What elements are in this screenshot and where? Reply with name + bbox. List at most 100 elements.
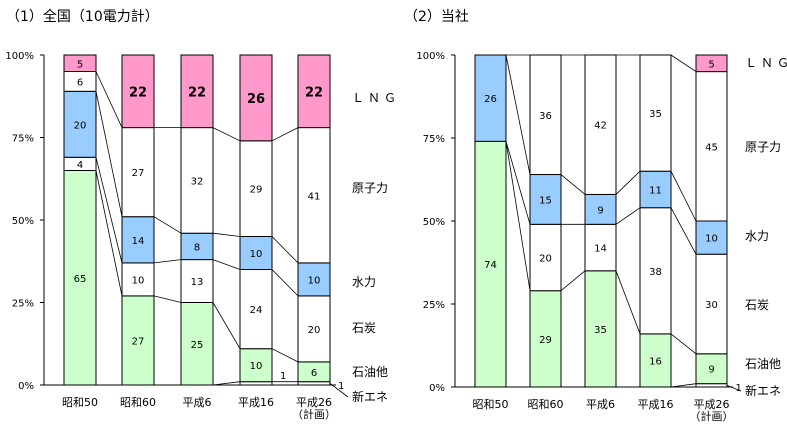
chart1-data-label: 22: [188, 85, 206, 100]
chart2-data-label: 15: [539, 195, 552, 206]
chart2-bar-石炭-1: [529, 223, 562, 292]
chart2-connector-line: [670, 171, 697, 222]
chart1-data-label: 6: [311, 368, 317, 379]
chart2-data-label: 74: [484, 260, 497, 271]
chart1-data-label: 4: [77, 160, 83, 171]
chart1-legend-石油他: 石油他: [352, 365, 388, 379]
chart2-connector-line: [505, 141, 531, 225]
chart2-connector-line: [670, 54, 697, 72]
chart1-legend-水力: 水力: [352, 275, 376, 289]
chart2-data-label: 29: [539, 335, 552, 346]
chart2-svg: 0%25%50%75%100%7426292015363514942163811…: [416, 51, 787, 423]
chart1-title: （1）全国（10電力計）: [6, 9, 159, 25]
chart1-data-label: 20: [74, 120, 87, 131]
chart1-data-label: 10: [250, 249, 263, 260]
chart1-connector-line: [153, 295, 182, 303]
chart2-data-label-small: 1: [736, 383, 742, 394]
chart1-y-tick-label: 50%: [12, 216, 34, 227]
chart2-connector-line: [670, 383, 697, 388]
chart1-connector-line: [212, 259, 241, 270]
chart1-data-label: 10: [308, 275, 321, 286]
chart2-data-label: 35: [594, 325, 607, 336]
chart1-category-label: 昭和50: [62, 396, 98, 409]
chart2-bar-原子力-3: [639, 54, 672, 172]
chart2-data-label: 30: [705, 300, 718, 311]
chart1-category-label: 平成16: [238, 396, 274, 409]
chart1-data-label-small: 1: [338, 381, 344, 392]
chart1-bar-原子力-1: [121, 127, 155, 218]
chart1-data-label: 5: [77, 59, 83, 70]
chart2-y-tick-label: 50%: [423, 217, 445, 228]
chart2-category-label: 昭和60: [528, 398, 564, 411]
chart1-connector-line: [153, 216, 182, 234]
chart1-data-label: 65: [74, 274, 87, 285]
chart2-legend-石油他: 石油他: [745, 357, 781, 371]
chart1-data-label: 26: [247, 92, 265, 107]
chart2-y-tick-label: 75%: [423, 134, 445, 145]
chart1-data-label: 41: [308, 191, 321, 202]
chart2-y-tick-label: 100%: [416, 51, 445, 62]
chart1-connector-line: [95, 71, 123, 128]
chart2-connector-line: [670, 207, 697, 255]
chart2-data-label: 26: [484, 94, 497, 105]
chart1-data-label: 8: [194, 242, 200, 253]
chart1-bar-水力-0: [63, 90, 97, 158]
chart1-new-energy-leader: [329, 383, 349, 398]
chart2-bar-水力-0: [474, 54, 507, 142]
chart1-bar-原子力-4: [297, 127, 331, 264]
chart2-connector-line: [615, 170, 641, 195]
chart2-category-label: 平成26: [694, 398, 730, 411]
chart2-connector-line: [560, 270, 586, 292]
chart2-data-label: 10: [705, 234, 718, 245]
chart1-data-label: 10: [250, 361, 263, 372]
chart2-connector-line: [615, 207, 641, 225]
chart1-bar-石炭-1: [121, 262, 155, 297]
chart1-legend-原子力: 原子力: [352, 181, 388, 195]
chart1-data-label: 29: [250, 185, 263, 196]
chart2-y-tick-label: 0%: [429, 383, 445, 394]
chart1-data-label: 14: [132, 236, 145, 247]
chart1-bar-石油他-3: [239, 348, 273, 383]
chart1-data-label: 25: [191, 340, 204, 351]
chart1-bar-石油他-0: [63, 170, 97, 386]
chart1-bar-石炭-4: [297, 295, 331, 363]
chart2-legend-石炭: 石炭: [745, 298, 769, 312]
chart2-data-label: 16: [649, 356, 662, 367]
chart1-connector-line: [212, 232, 241, 237]
chart1-connector-line: [95, 170, 123, 296]
chart2-bar-石炭-4: [695, 253, 728, 355]
chart1-data-label: 13: [191, 277, 204, 288]
chart1-bar-LNG-4: [297, 54, 331, 129]
chart1-connector-line: [212, 127, 241, 142]
chart2-data-label: 38: [649, 267, 662, 278]
chart1-y-tick-label: 100%: [5, 51, 34, 62]
chart1-category-label: 平成26: [296, 396, 332, 409]
chart1-data-label: 27: [132, 336, 145, 347]
chart1-y-tick-label: 75%: [12, 134, 34, 145]
chart1-bar-石炭-2: [180, 259, 214, 304]
chart2-data-label: 20: [539, 254, 552, 265]
chart2-data-label: 14: [594, 244, 607, 255]
chart2-data-label: 36: [539, 111, 552, 122]
chart2-connector-line: [505, 54, 531, 175]
chart2-legend-水力: 水力: [745, 229, 769, 243]
chart1-y-tick-label: 0%: [18, 381, 34, 392]
chart1-bar-LNG-0: [63, 54, 97, 72]
chart2-connector-line: [615, 270, 641, 335]
chart2-connector-line: [670, 333, 697, 355]
chart2-connector-line: [560, 174, 586, 195]
chart1-bar-原子力-3: [239, 140, 273, 237]
chart1-connector-line: [95, 91, 123, 217]
chart1-bar-石油他-1: [121, 295, 155, 386]
chart1-connector-line: [212, 381, 241, 386]
chart1-legend-石炭: 石炭: [352, 321, 376, 335]
chart1-connector-line: [271, 127, 299, 142]
chart2-bar-水力-2: [584, 193, 617, 225]
chart2-legend-LNG: ＬＮＧ: [745, 56, 787, 70]
chart1-connector-line: [153, 259, 182, 264]
chart1-data-label: 6: [77, 77, 83, 88]
chart1-svg: 0%25%50%75%100%6542065271014272225138322…: [5, 51, 396, 421]
chart2-category-label: 平成16: [638, 398, 674, 411]
chart2-bar-原子力-2: [584, 54, 617, 195]
